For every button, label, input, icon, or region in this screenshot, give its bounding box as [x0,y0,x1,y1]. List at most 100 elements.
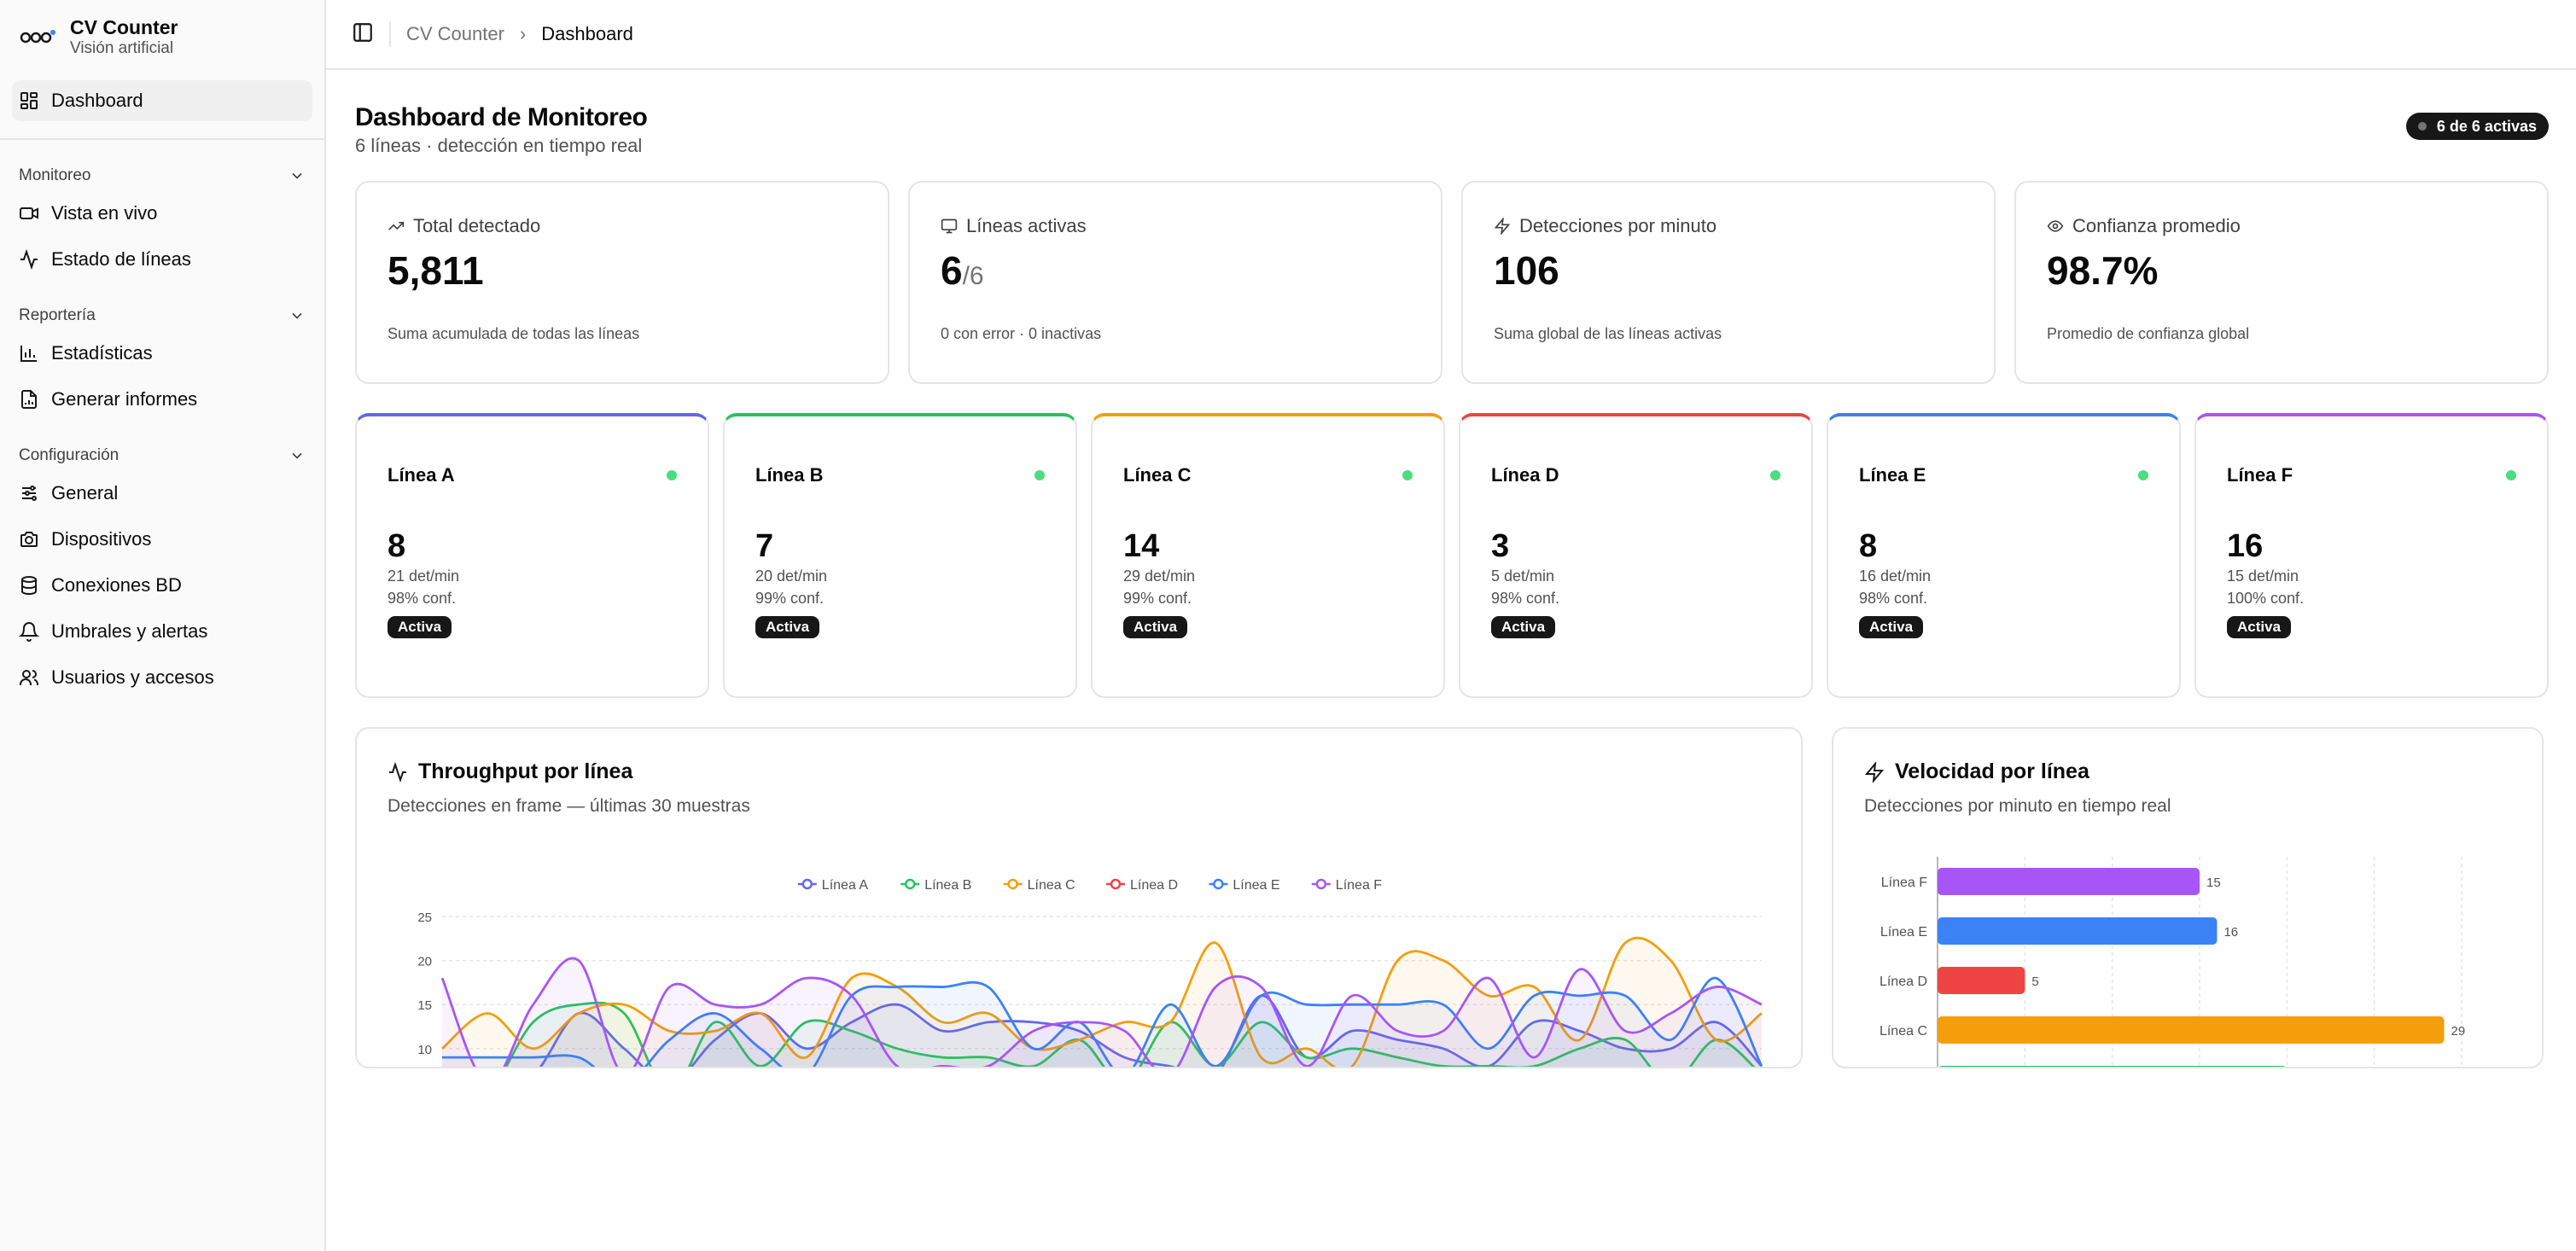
layout-grid-icon [20,92,38,109]
topbar: CV Counter › Dashboard [326,0,2576,70]
series-line [442,976,1763,1067]
line-card-e[interactable]: Línea E 8 16 det/min 98% conf. Activa [1827,413,2181,698]
sidebar-item-general[interactable]: General [12,473,312,514]
brand-title: CV Counter [70,16,178,38]
sidebar-item-vista-en-vivo[interactable]: Vista en vivo [12,193,312,234]
line-confidence: 99% conf. [755,590,825,607]
kpi-footnote: Suma global de las líneas activas [1494,325,1722,342]
line-card-f[interactable]: Línea F 16 15 det/min 100% conf. Activa [2194,413,2549,698]
active-lines-badge: 6 de 6 activas [2405,113,2549,140]
users-icon [20,670,39,685]
kpi-label: Confianza promedio [2072,215,2241,236]
line-confidence: 98% conf. [1491,590,1560,607]
line-card-a[interactable]: Línea A 8 21 det/min 98% conf. Activa [355,413,709,698]
line-name: Línea D [1491,464,1559,486]
database-icon [21,576,37,596]
main-area: CV Counter › Dashboard Dashboard de Moni… [326,0,2576,1251]
sidebar-item-dashboard[interactable]: Dashboard [12,80,312,121]
throughput-chart-card: Throughput por línea Detecciones en fram… [355,727,1803,1068]
bar [1938,1016,2445,1044]
sidebar-group-configuracion: Configuración General Dispositivos Conex… [12,439,312,698]
sidebar-item-label: Dispositivos [51,528,152,550]
sidebar-item-umbrales-y-alertas[interactable]: Umbrales y alertas [12,611,312,652]
kpi-value: 5,811 [388,248,484,293]
series-line [539,994,1763,1067]
line-count: 8 [388,528,406,564]
status-dot [2417,122,2427,131]
brand[interactable]: CV Counter Visión artificial [12,15,312,58]
group-header-configuracion[interactable]: Configuración [12,439,312,473]
panel-left-icon [353,22,372,42]
legend-swatch-dot [801,878,813,890]
chart-title: Velocidad por línea [1895,759,2089,783]
series-area [506,1003,1754,1067]
sidebar: CV Counter Visión artificial Dashboard M… [0,0,326,1251]
activity-icon [389,761,406,783]
sidebar-item-label: Usuarios y accesos [51,666,214,688]
sidebar-item-conexiones-bd[interactable]: Conexiones BD [12,565,312,606]
line-card-d[interactable]: Línea D 3 5 det/min 98% conf. Activa [1459,413,1813,698]
sidebar-item-estadisticas[interactable]: Estadísticas [12,333,312,374]
kpi-label: Detecciones por minuto [1519,215,1717,236]
sidebar-toggle-button[interactable] [352,21,374,48]
line-rate: 29 det/min [1123,567,1196,585]
sidebar-item-label: General [51,482,119,503]
group-header-reporteria[interactable]: Reportería [12,299,312,333]
legend-swatch-dot [1007,878,1018,890]
topbar-separator [389,21,391,47]
kpi-card-detecciones-por-minuto: Detecciones por minuto 106 Suma global d… [1461,181,1996,384]
line-name: Línea E [1859,464,1926,486]
series-line [504,1001,1756,1067]
sidebar-item-label: Vista en vivo [51,202,158,224]
sidebar-item-usuarios-y-accesos[interactable]: Usuarios y accesos [12,657,312,698]
kpi-footnote: Promedio de confianza global [2047,325,2250,342]
file-chart-icon [21,390,37,409]
legend-swatch-dot [1110,878,1122,890]
legend-label: Línea E [1233,878,1279,893]
line-rate: 15 det/min [2227,567,2299,585]
sidebar-item-label: Estadísticas [51,342,153,364]
series-line [440,957,1763,1067]
group-header-monitoreo[interactable]: Monitoreo [12,159,312,193]
line-count: 8 [1859,528,1878,564]
sidebar-item-dispositivos[interactable]: Dispositivos [12,519,312,560]
sidebar-item-estado-de-lineas[interactable]: Estado de líneas [12,239,312,280]
group-title: Reportería [19,306,96,324]
series-area [442,978,1762,1067]
y-tick-label: Línea D [1880,975,1927,989]
line-rate: 16 det/min [1859,567,1932,585]
bar-chart-icon [20,346,37,362]
series-line [441,936,1763,1067]
bar-value-label: 5 [2031,975,2038,989]
legend-swatch-dot [1213,878,1224,890]
line-count: 14 [1123,528,1160,564]
status-badge: Activa [1859,616,1924,638]
status-dot [2138,470,2148,480]
kpi-value: 6 [941,248,963,293]
legend-label: Línea F [1336,878,1382,893]
line-card-c[interactable]: Línea C 14 29 det/min 99% conf. Activa [1091,413,1445,698]
sidebar-divider [0,138,324,140]
line-confidence: 98% conf. [1859,590,1928,607]
zap-icon [1864,761,1885,783]
status-dot [1034,470,1045,480]
kpi-value: 106 [1494,248,1559,293]
status-badge: Activa [1123,616,1188,638]
sidebar-item-label: Conexiones BD [51,574,182,596]
kpi-row: Total detectado 5,811 Suma acumulada de … [355,181,2549,384]
status-badge: Activa [755,616,820,638]
line-rate: 20 det/min [755,567,828,585]
line-card-b[interactable]: Línea B 7 20 det/min 99% conf. Activa [723,413,1077,698]
chevron-down-icon [292,172,302,179]
status-badge: Activa [2227,616,2292,638]
y-tick-label: Línea F [1881,876,1927,890]
breadcrumb-current: Dashboard [541,23,633,44]
kpi-footnote: Suma acumulada de todas las líneas [388,325,640,342]
series-area [540,995,1762,1067]
y-tick-label: 15 [417,998,432,1013]
y-tick-label: Línea E [1880,925,1927,940]
sidebar-item-generar-informes[interactable]: Generar informes [12,379,312,420]
breadcrumb-root[interactable]: CV Counter [406,23,504,44]
